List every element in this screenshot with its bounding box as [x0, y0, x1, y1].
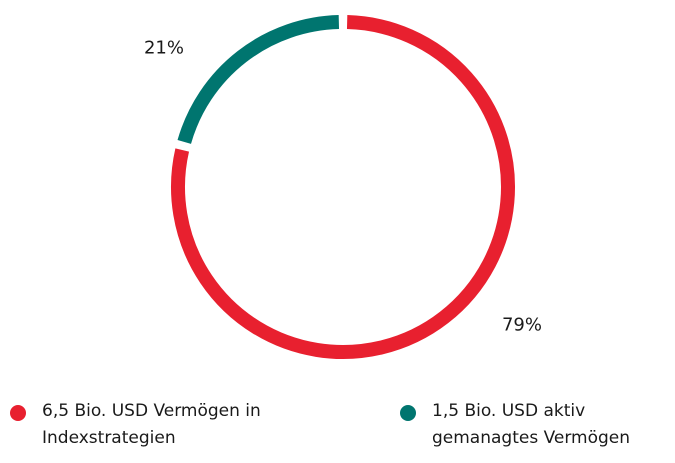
value-label: 79% — [502, 314, 542, 335]
legend-label: 1,5 Bio. USD aktiv gemanagtes Vermögen — [432, 401, 631, 448]
donut-segment — [177, 15, 340, 144]
legend-swatch — [10, 405, 26, 421]
donut-segment — [171, 15, 515, 359]
legend-label: 6,5 Bio. USD Vermögen in Indexstrategien — [42, 401, 261, 448]
legend-swatch — [400, 405, 416, 421]
chart: 79% 21% — [144, 15, 542, 359]
legend-item: 1,5 Bio. USD aktiv gemanagtes Vermögen — [400, 398, 675, 452]
value-label: 21% — [144, 38, 184, 59]
legend-item: 6,5 Bio. USD Vermögen in Indexstrategien — [10, 398, 292, 452]
